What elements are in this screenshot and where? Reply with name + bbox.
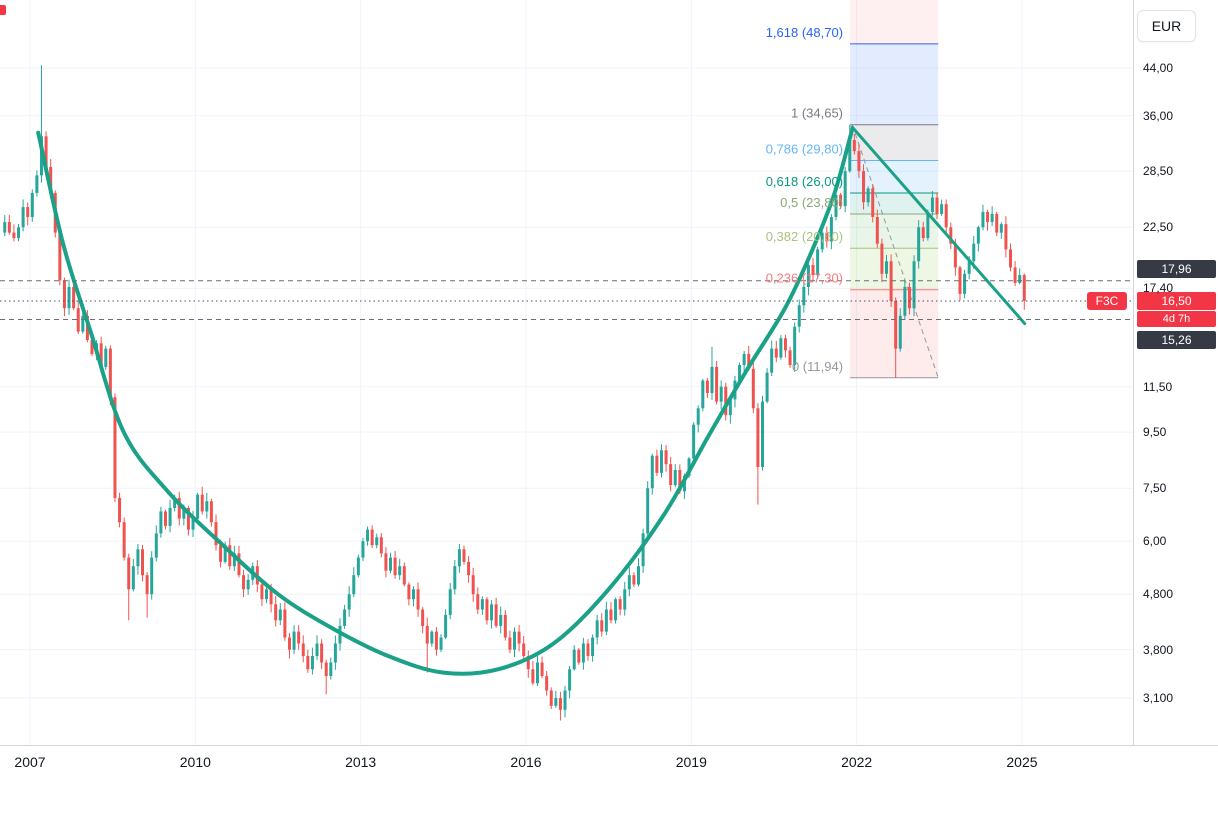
fib-level-label: 0 (11,94) <box>792 359 843 374</box>
bar-close-countdown-badge: 4d 7h <box>1137 310 1216 327</box>
downtrend-line-drawing <box>850 125 1027 326</box>
time-axis-label: 2025 <box>1006 754 1038 770</box>
symbol-price-label: F3C <box>1087 291 1127 310</box>
horizontal-price-lines <box>0 280 1133 321</box>
price-tick-label: 9,50 <box>1143 425 1167 440</box>
fib-level-label: 0,382 (20,60) <box>766 229 843 244</box>
time-axis-label: 2019 <box>675 754 707 770</box>
time-axis-label: 2010 <box>179 754 211 770</box>
price-tick-label: 28,50 <box>1143 164 1174 179</box>
price-chart-canvas[interactable]: 1,618 (48,70) 1 (34,65) 0,786 (29,80) 0,618… <box>0 0 1133 745</box>
gridlines <box>0 0 1133 745</box>
upper-line-price-badge: 17,96 <box>1137 259 1216 278</box>
fib-level-label: 0,236 (17,30) <box>766 271 843 286</box>
price-tick-label: 11,50 <box>1143 379 1173 394</box>
fib-level-label: 0,5 (23,80) <box>780 195 843 210</box>
current-price-badge: 16,50 <box>1137 291 1216 310</box>
price-tick-label: 7,50 <box>1143 481 1167 496</box>
price-scale[interactable]: 17,96 16,50 4d 7h 15,26 44,00 36,00 28,50 2… <box>1133 0 1218 745</box>
fib-level-label: 0,786 (29,80) <box>766 142 843 157</box>
fib-level-label: 1 (34,65) <box>791 106 843 121</box>
price-tick-label: 4,800 <box>1143 587 1174 602</box>
time-axis-label: 2016 <box>510 754 542 770</box>
price-tick-label: 17,40 <box>1143 281 1174 296</box>
trend-drawings <box>36 125 1027 676</box>
fib-level-label: 0,618 (26,00) <box>766 174 843 189</box>
time-axis-label: 2022 <box>841 754 873 770</box>
price-tick-label: 3,800 <box>1143 642 1174 657</box>
time-axis-label: 2007 <box>14 754 46 770</box>
price-tick-label: 36,00 <box>1143 108 1174 123</box>
parabola-curve-drawing <box>36 127 855 676</box>
candlestick-series <box>3 65 1026 721</box>
price-tick-label: 22,50 <box>1143 220 1174 235</box>
clipped-toolbar-fragment <box>0 5 6 15</box>
currency-toggle-button[interactable]: EUR <box>1137 10 1196 42</box>
chart-plot-area[interactable]: 1,618 (48,70) 1 (34,65) 0,786 (29,80) 0,618… <box>0 0 1133 745</box>
price-tick-label: 44,00 <box>1143 61 1174 75</box>
price-tick-label: 6,00 <box>1143 534 1167 549</box>
fib-level-labels: 1,618 (48,70) 1 (34,65) 0,786 (29,80) 0,618… <box>766 25 843 374</box>
time-axis-label: 2013 <box>345 754 377 770</box>
fib-level-label: 1,618 (48,70) <box>766 25 843 40</box>
lower-line-price-badge: 15,26 <box>1137 330 1216 349</box>
price-tick-label: 3,100 <box>1143 691 1174 706</box>
time-scale[interactable]: 2007 2010 2013 2016 2019 2022 2025 <box>0 745 1218 817</box>
